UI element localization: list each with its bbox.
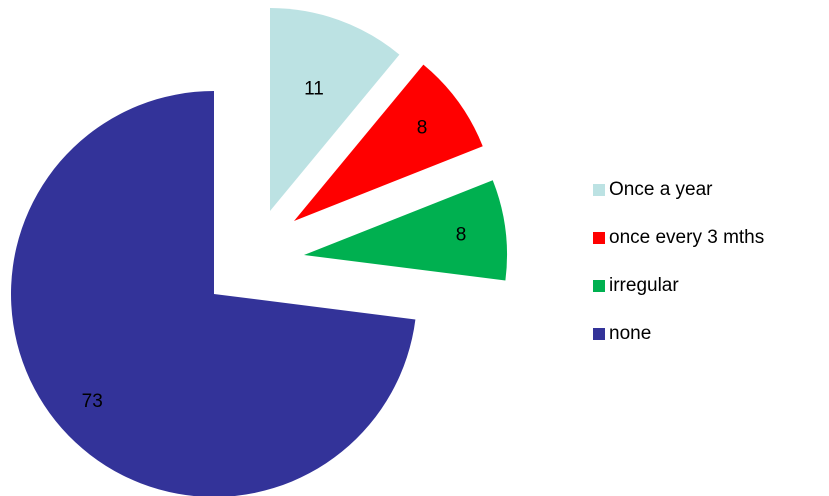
slice-value-label: 8: [417, 117, 428, 138]
legend-label: irregular: [609, 274, 679, 296]
legend-swatch: [593, 327, 605, 340]
legend-label: none: [609, 322, 652, 344]
pie-slices: [11, 8, 507, 496]
slice-value-label: 11: [304, 78, 324, 99]
legend-item: once every 3 mths: [593, 226, 764, 249]
legend-item: Once a year: [593, 178, 764, 201]
legend-swatch: [593, 279, 605, 292]
slice-labels: 11 8 8 73: [82, 78, 467, 412]
pie-slice: [270, 8, 400, 211]
pie-slice: [11, 91, 416, 496]
pie-slice: [304, 180, 507, 281]
slice-value-label: 73: [82, 391, 103, 412]
pie-slice: [294, 64, 483, 221]
legend-label: Once a year: [609, 178, 713, 200]
chart-legend: Once a year once every 3 mths irregular …: [593, 178, 764, 370]
slice-value-label: 8: [456, 225, 467, 246]
legend-label: once every 3 mths: [609, 226, 765, 248]
legend-item: none: [593, 322, 764, 345]
legend-swatch: [593, 231, 605, 244]
legend-item: irregular: [593, 274, 764, 297]
legend-swatch: [593, 183, 605, 196]
